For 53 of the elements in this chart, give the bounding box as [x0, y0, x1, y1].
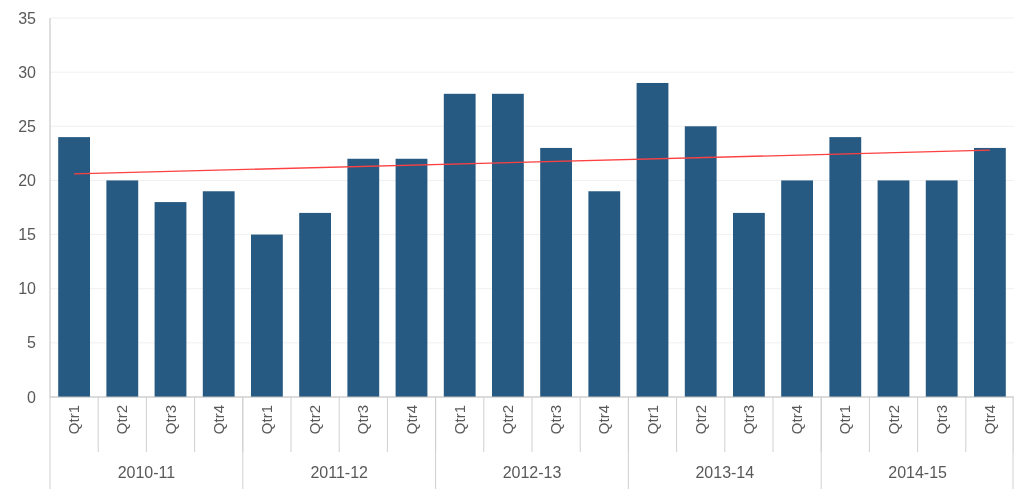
x-tick-label: Qtr2 — [498, 405, 516, 435]
bar — [250, 234, 283, 397]
y-tick-label: 30 — [18, 63, 37, 81]
text: 2014-15 — [888, 464, 948, 481]
x-tick-label: Qtr2 — [884, 405, 902, 435]
x-tick-label: Qtr4 — [980, 405, 998, 435]
bar — [588, 191, 621, 397]
bar — [732, 212, 765, 397]
bar — [154, 202, 187, 397]
x-tick-label: Qtr3 — [739, 405, 757, 435]
bar — [781, 180, 814, 397]
y-tick-label: 20 — [18, 172, 37, 190]
bar — [202, 191, 235, 397]
text: 2011-12 — [310, 464, 369, 481]
bar — [829, 137, 862, 397]
bar — [877, 180, 910, 397]
x-tick-label: Qtr2 — [113, 405, 131, 435]
x-tick-label: Qtr1 — [643, 405, 661, 435]
bar — [636, 82, 669, 397]
x-tick-label: Qtr3 — [547, 405, 565, 435]
x-tick-label: Qtr4 — [402, 405, 420, 435]
bar — [973, 147, 1006, 397]
y-tick-label: 0 — [27, 388, 37, 406]
bar — [443, 93, 476, 397]
text: 2013-14 — [695, 464, 755, 481]
x-tick-label: Qtr4 — [209, 405, 227, 435]
bar — [925, 180, 958, 397]
bar — [58, 137, 91, 397]
text: 2012-13 — [502, 464, 562, 481]
bar — [540, 147, 573, 397]
x-tick-label: Qtr1 — [65, 405, 83, 435]
text: 2010-11 — [117, 464, 176, 481]
bar — [684, 126, 717, 397]
x-tick-label: Qtr3 — [354, 405, 372, 435]
y-tick-label: 10 — [18, 280, 37, 298]
x-tick-label: Qtr3 — [161, 405, 179, 435]
bar — [491, 93, 524, 397]
x-tick-label: Qtr2 — [691, 405, 709, 435]
x-tick-label: Qtr4 — [595, 405, 613, 435]
y-tick-label: 15 — [18, 226, 37, 244]
y-tick-label: 5 — [27, 334, 37, 352]
bar — [395, 158, 428, 397]
bar — [347, 158, 380, 397]
x-tick-label: Qtr1 — [450, 405, 468, 435]
bar — [299, 212, 332, 397]
y-tick-label: 25 — [18, 117, 37, 135]
x-tick-label: Qtr3 — [932, 405, 950, 435]
x-tick-label: Qtr1 — [257, 405, 275, 435]
x-tick-label: Qtr2 — [306, 405, 324, 435]
y-tick-label: 35 — [18, 9, 37, 27]
bar — [106, 180, 139, 397]
x-tick-label: Qtr1 — [836, 405, 854, 435]
x-tick-label: Qtr4 — [788, 405, 806, 435]
